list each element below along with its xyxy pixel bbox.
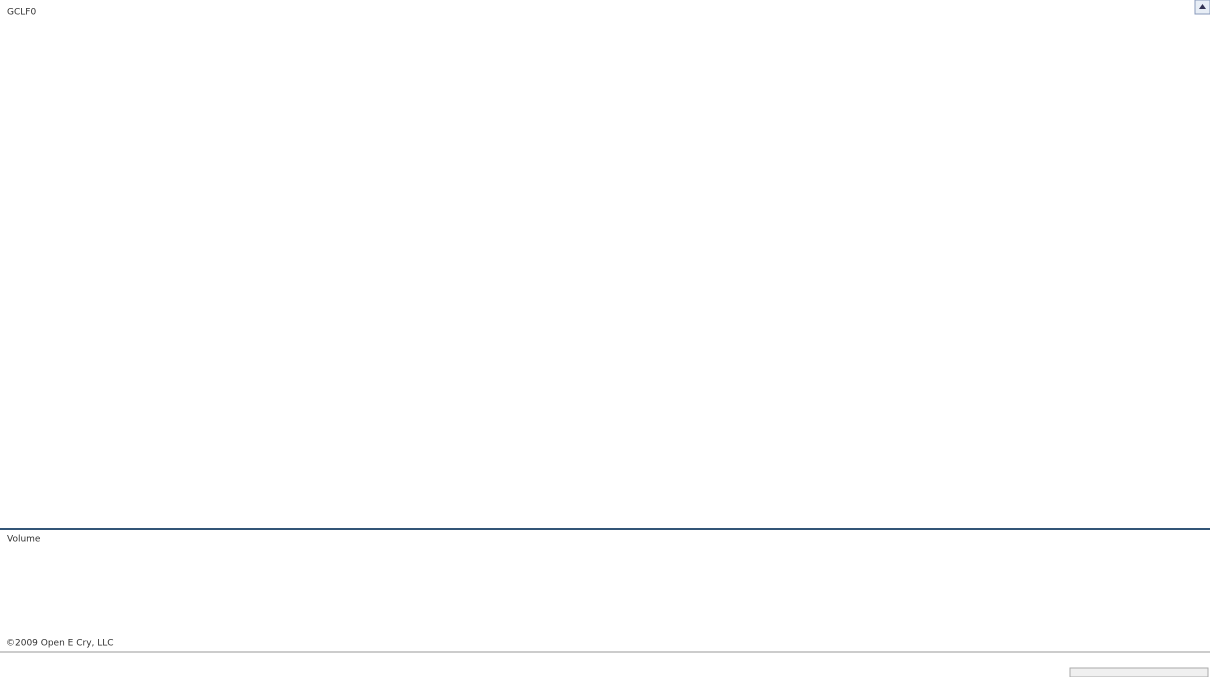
copyright: ©2009 Open E Cry, LLC (6, 639, 114, 649)
scroll-arrow (1199, 4, 1206, 9)
scrollbar[interactable] (1069, 667, 1209, 677)
chart-title: GCLF0 (7, 8, 36, 18)
volume-title: Volume (7, 535, 41, 545)
